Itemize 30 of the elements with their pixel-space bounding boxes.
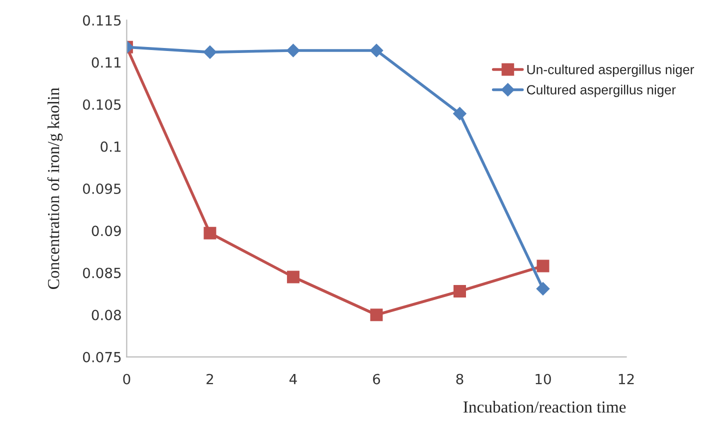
- x-tick-label: 0: [123, 374, 130, 384]
- y-tick-label: 0.09: [92, 226, 121, 236]
- y-tick-label: 0.105: [82, 99, 121, 110]
- y-axis-title: Concentration of iron/g kaolin: [47, 88, 63, 289]
- y-tick-label: 0.1: [100, 141, 121, 152]
- y-tick-label: 0.095: [82, 184, 121, 194]
- legend-label: Cultured aspergillus niger: [526, 84, 676, 98]
- y-tick-label: 0.11: [92, 57, 121, 68]
- point: [286, 270, 300, 284]
- y-tick-label: 0.075: [82, 352, 121, 362]
- y-tick-label: 0.085: [82, 268, 121, 278]
- point: [204, 226, 216, 240]
- point: [203, 46, 217, 59]
- point: [370, 308, 383, 322]
- y-tick-label: 0.115: [82, 15, 121, 26]
- legend-label: Un-cultured aspergillus niger: [527, 64, 694, 77]
- x-tick-label: 4: [289, 374, 297, 384]
- point: [370, 44, 384, 58]
- point: [453, 285, 466, 298]
- x-tick-label: 8: [456, 374, 464, 384]
- x-axis-title: Incubation/reaction time: [463, 400, 626, 413]
- x-tick-label: 10: [536, 374, 551, 384]
- x-tick-label: 12: [618, 374, 634, 384]
- point: [536, 260, 550, 272]
- y-tick-label: 0.08: [92, 310, 121, 320]
- point: [453, 107, 466, 120]
- point: [536, 282, 550, 296]
- x-tick-label: 6: [373, 374, 380, 384]
- x-tick-label: 2: [206, 374, 213, 384]
- point: [286, 44, 300, 58]
